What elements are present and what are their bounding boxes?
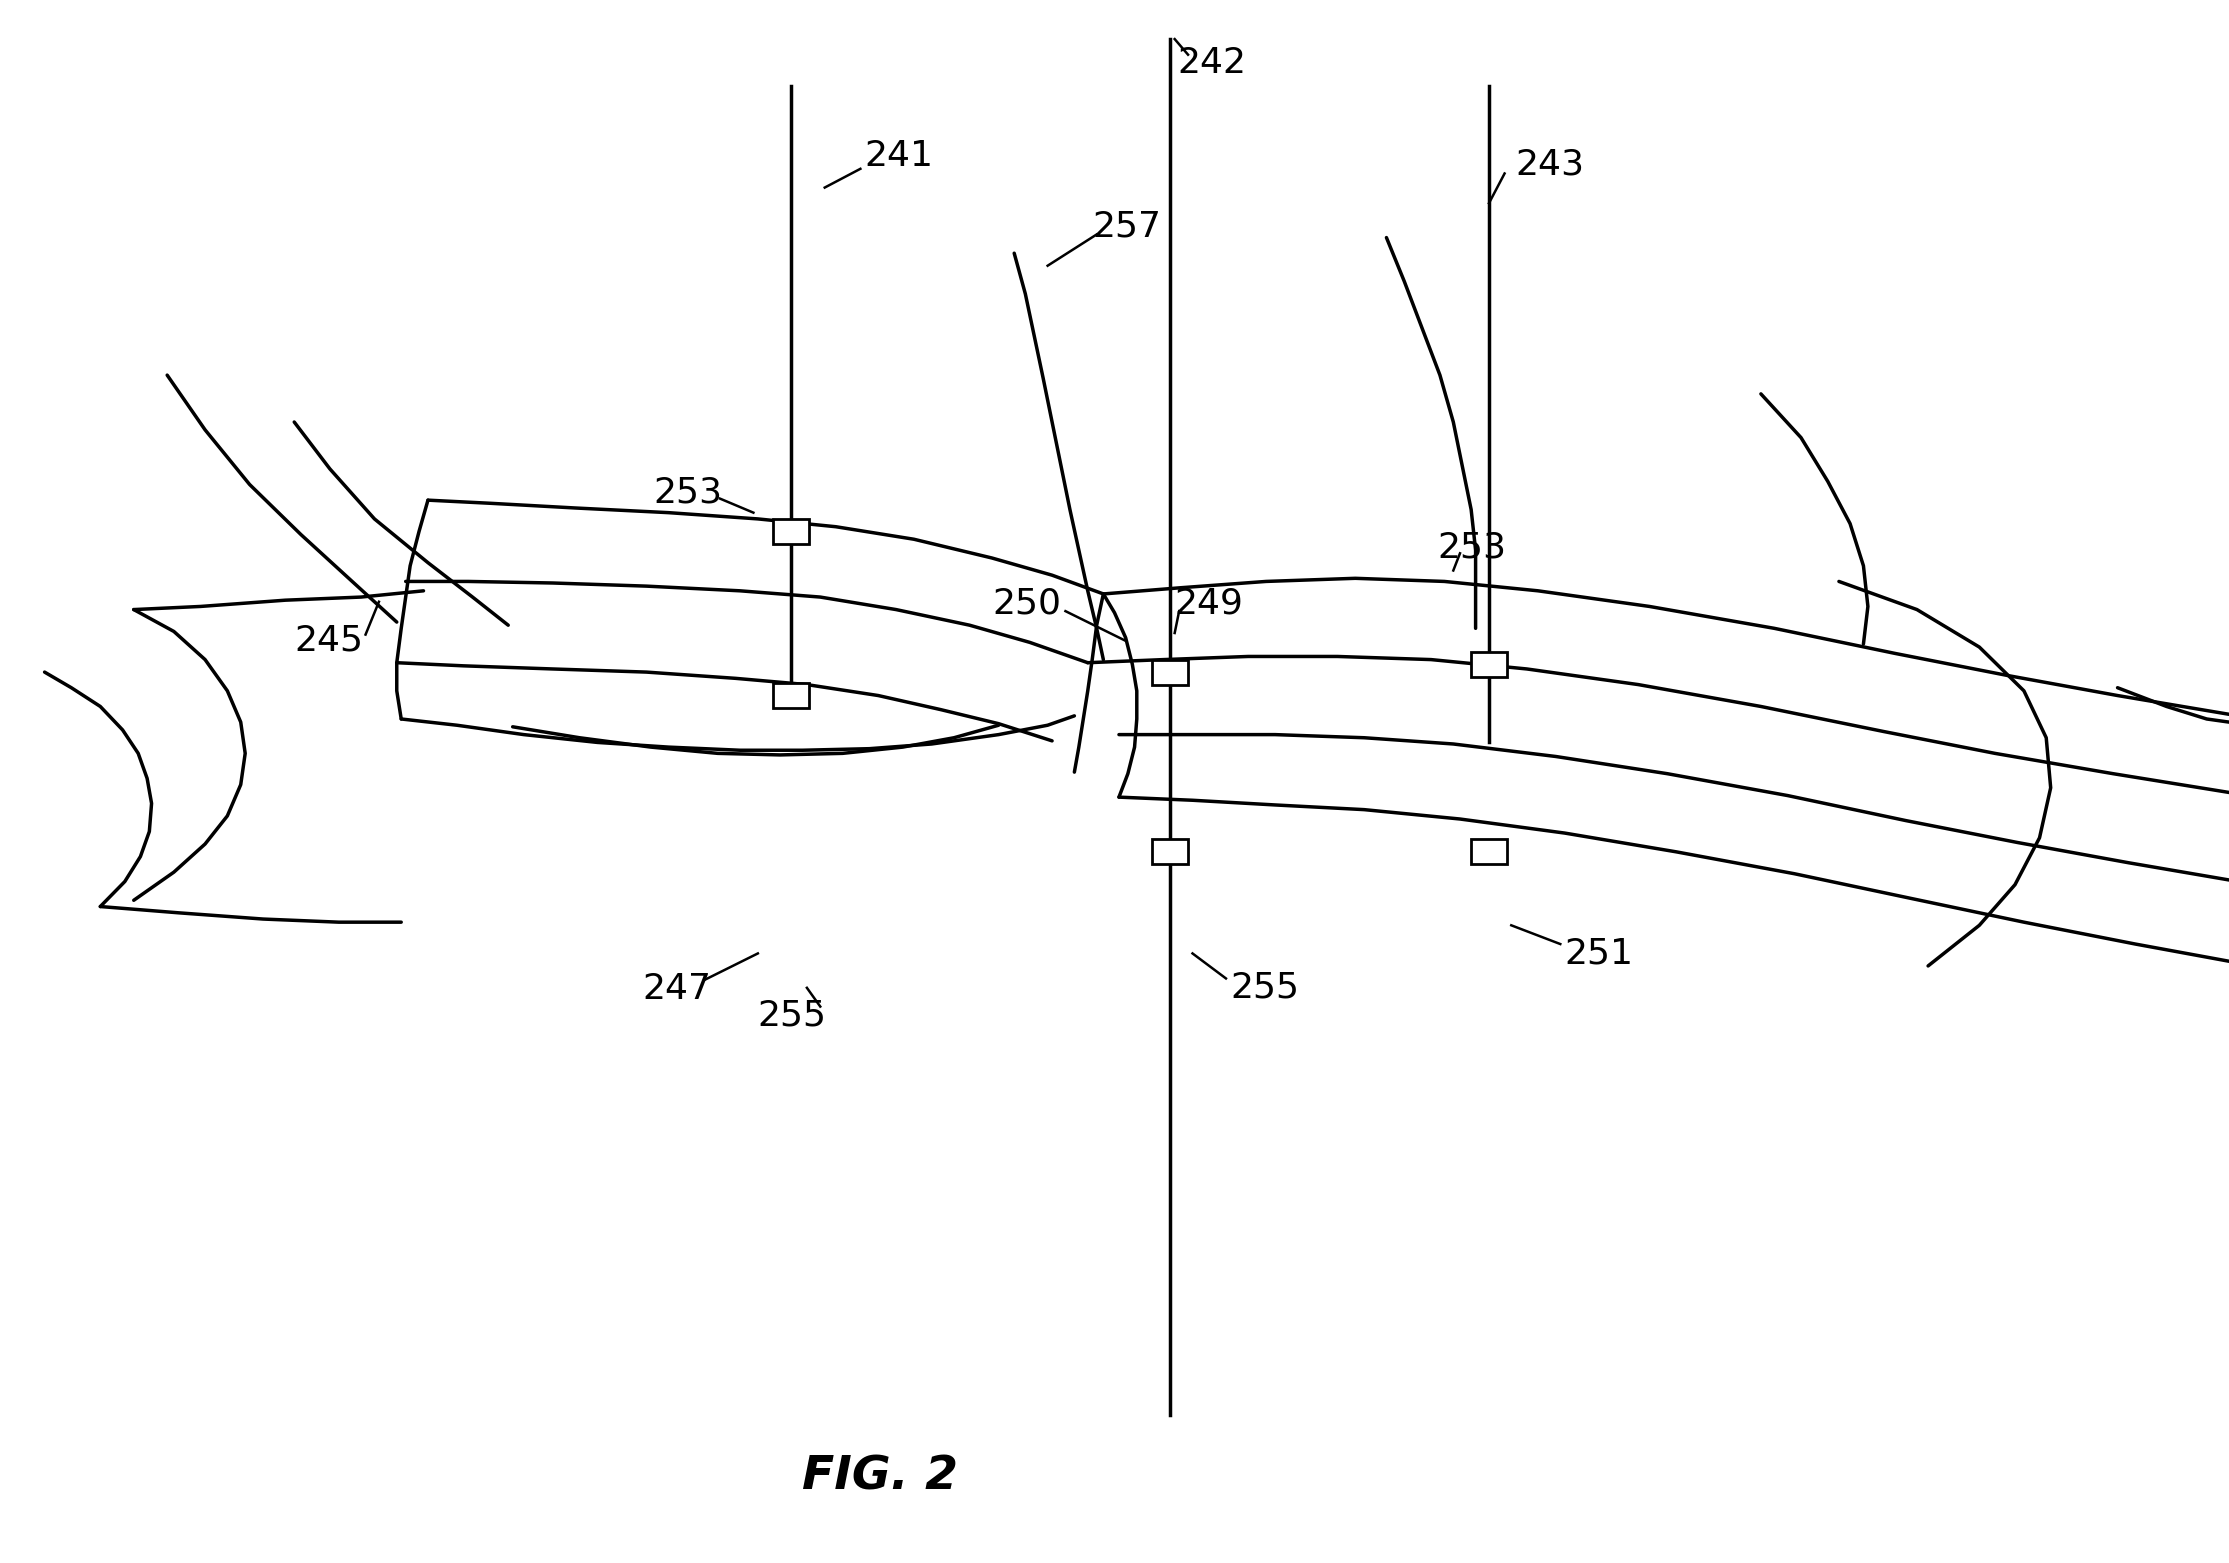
Text: 247: 247	[642, 972, 711, 1007]
Bar	[1471, 652, 1507, 677]
Bar	[1471, 839, 1507, 864]
Text: 241: 241	[865, 139, 934, 173]
Text: 253: 253	[1438, 530, 1507, 564]
Bar	[1152, 660, 1188, 685]
Bar	[773, 683, 809, 708]
Text: 249: 249	[1175, 586, 1244, 621]
Text: 242: 242	[1177, 45, 1246, 80]
Text: 255: 255	[758, 999, 827, 1033]
Text: FIG. 2: FIG. 2	[802, 1455, 958, 1499]
Text: 243: 243	[1516, 147, 1585, 181]
Text: 253: 253	[653, 475, 722, 510]
Text: 257: 257	[1092, 209, 1161, 244]
Text: 250: 250	[992, 586, 1061, 621]
Text: 245: 245	[294, 624, 363, 658]
Text: 255: 255	[1230, 971, 1300, 1005]
Bar	[773, 519, 809, 544]
Text: 251: 251	[1565, 936, 1634, 971]
Bar	[1152, 839, 1188, 864]
